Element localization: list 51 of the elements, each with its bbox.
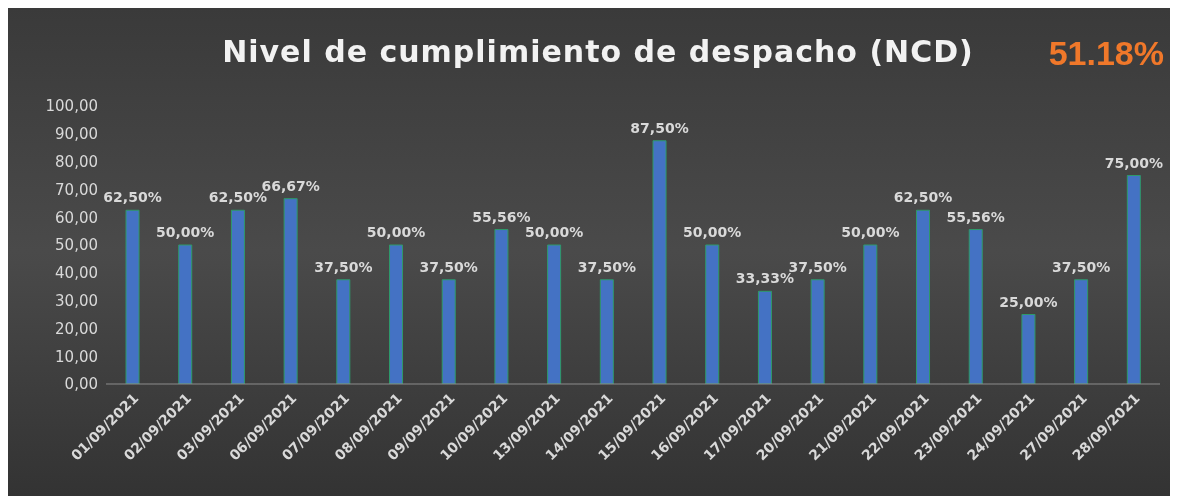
data-label: 50,00% [366,224,426,240]
y-tick-label: 80,00 [55,152,98,171]
bar [336,279,351,384]
bar [547,244,562,384]
data-label: 75,00% [1104,154,1163,171]
chart-title: Nivel de cumplimiento de despacho (NCD) [222,34,974,69]
data-label: 55,56% [946,208,1005,225]
bar [125,209,140,384]
data-label: 50,00% [524,224,584,240]
data-label: 87,50% [630,119,689,136]
data-label: 50,00% [683,224,742,240]
text: 51.18% [1048,34,1164,73]
bar [916,209,931,384]
bar [863,244,878,384]
bar [1126,175,1141,384]
y-tick-label: 50,00 [55,236,98,255]
data-label: 62,50% [893,189,953,206]
bar [757,290,772,384]
bar [705,244,720,384]
bar [810,279,825,384]
bar [283,198,298,384]
data-label: 25,00% [999,293,1058,310]
bar [1074,279,1089,384]
bar [441,279,456,384]
y-tick-label: 60,00 [55,208,98,227]
bar [389,244,404,384]
bar [1021,314,1036,384]
data-label: 37,50% [788,258,847,275]
y-tick-label: 10,00 [55,347,98,366]
y-tick-label: 40,00 [55,264,98,283]
y-tick-label: 30,00 [55,291,98,310]
data-label: 66,67% [261,177,320,194]
y-tick-label: 20,00 [55,319,98,338]
data-label: 37,50% [577,258,636,275]
data-label: 62,50% [103,189,162,206]
y-tick-label: 0,00 [64,375,98,394]
data-label: 37,50% [419,258,478,275]
y-tick-label: 100,00 [45,97,98,116]
data-label: 50,00% [156,224,215,240]
data-label: 55,56% [472,208,531,225]
bar [494,229,509,384]
y-tick-label: 90,00 [55,125,98,144]
bar [599,279,614,384]
data-label: 37,50% [1051,258,1111,275]
bar [178,244,193,384]
data-label: 37,50% [314,258,373,275]
bar [968,229,983,384]
bar [230,209,245,384]
y-tick-label: 70,00 [55,180,98,199]
bar [652,140,667,384]
data-label: 50,00% [841,224,900,240]
